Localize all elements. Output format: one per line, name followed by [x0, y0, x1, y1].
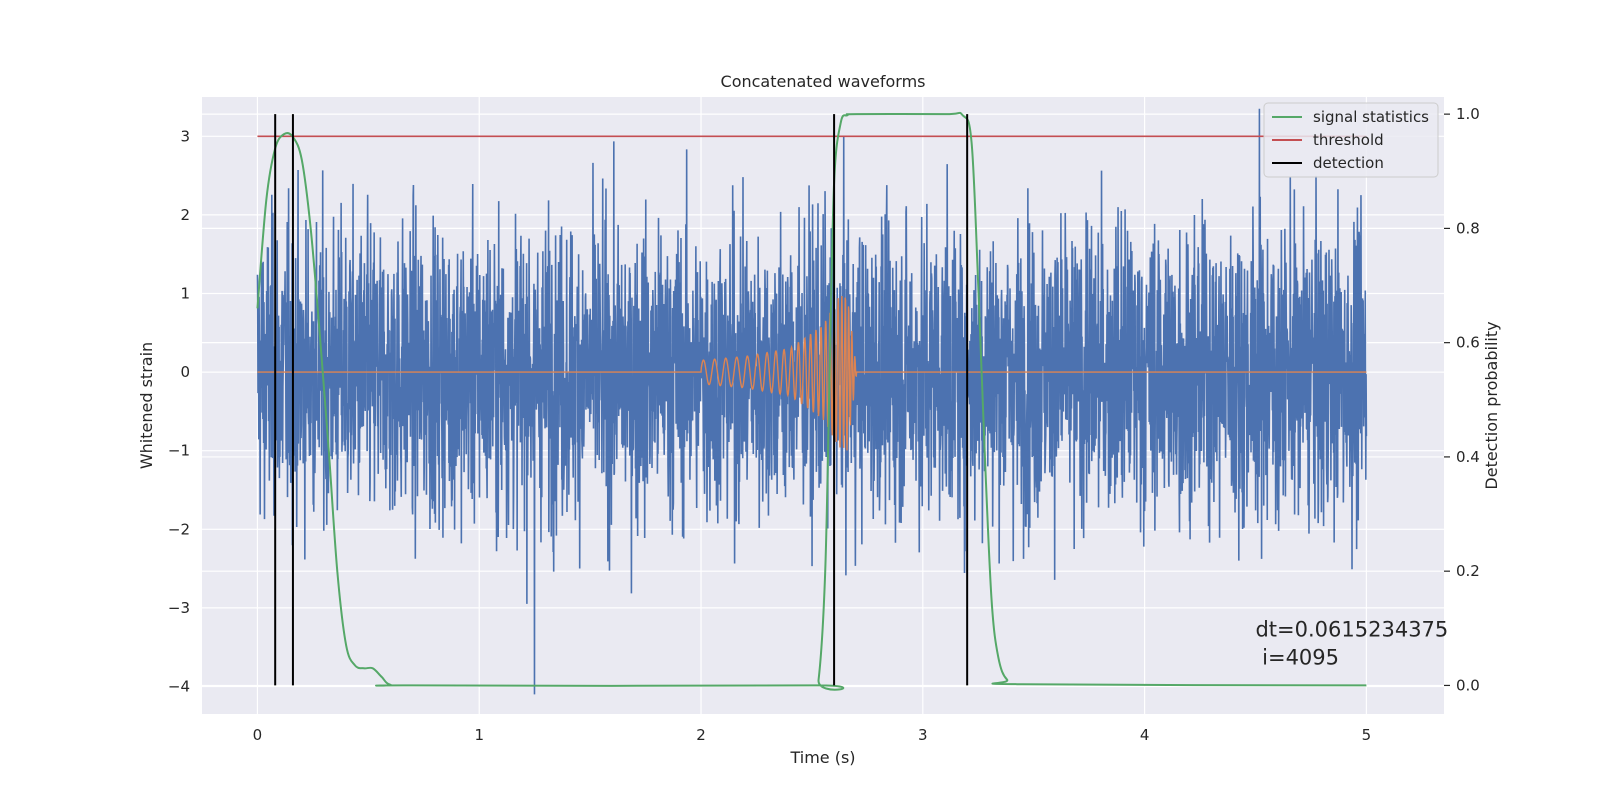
- axis-ticks: 0 1 2 3 4 5 −4 −3 −2 −1 0 1 2 3 0.0 0.2 0.4 0.6 0.8 1.0: [168, 105, 1480, 744]
- annotation-dt: dt=0.0615234375: [1255, 617, 1448, 641]
- y-tick-label-left: 3: [180, 127, 190, 145]
- series-layer: [256, 108, 1368, 695]
- y-tick-label-right: 0.4: [1456, 448, 1480, 466]
- legend-box: [1263, 102, 1439, 178]
- y-tick-label-left: −1: [168, 442, 190, 460]
- y-axis-left-label: Whitened strain: [137, 342, 156, 469]
- y-tick-label-right: 0.6: [1456, 334, 1480, 352]
- legend-label: signal statistics: [1313, 108, 1429, 126]
- y-axis-right-label: Detection probability: [1482, 321, 1501, 489]
- y-tick-label-right: 1.0: [1456, 105, 1480, 123]
- y-tick-label-right: 0.0: [1456, 676, 1480, 694]
- y-tick-label-left: 0: [180, 363, 190, 381]
- y-tick-label-left: 2: [180, 206, 190, 224]
- legend: signal statistics threshold detection: [1263, 102, 1439, 178]
- x-tick-label: 4: [1140, 726, 1150, 744]
- y-tick-label-right: 0.8: [1456, 219, 1480, 237]
- signal-statistics-line: [256, 111, 1367, 691]
- strain-noise-line: [256, 108, 1368, 695]
- x-tick-label: 2: [696, 726, 706, 744]
- chart-title: Concatenated waveforms: [721, 72, 926, 91]
- x-tick-label: 3: [918, 726, 928, 744]
- y-tick-label-left: 1: [180, 284, 190, 302]
- y-tick-label-left: −2: [168, 520, 190, 538]
- y-tick-label-left: −4: [168, 677, 190, 695]
- y-tick-label-left: −3: [168, 599, 190, 617]
- y-tick-label-right: 0.2: [1456, 562, 1480, 580]
- legend-label: threshold: [1313, 131, 1384, 149]
- injected-waveform-line: [257, 296, 1367, 451]
- legend-label: detection: [1313, 154, 1384, 172]
- x-tick-label: 0: [253, 726, 263, 744]
- x-axis-label: Time (s): [789, 748, 855, 767]
- detection-lines: [274, 114, 969, 686]
- x-tick-label: 5: [1362, 726, 1372, 744]
- x-tick-label: 1: [474, 726, 484, 744]
- annotation-index: i=4095: [1255, 645, 1339, 669]
